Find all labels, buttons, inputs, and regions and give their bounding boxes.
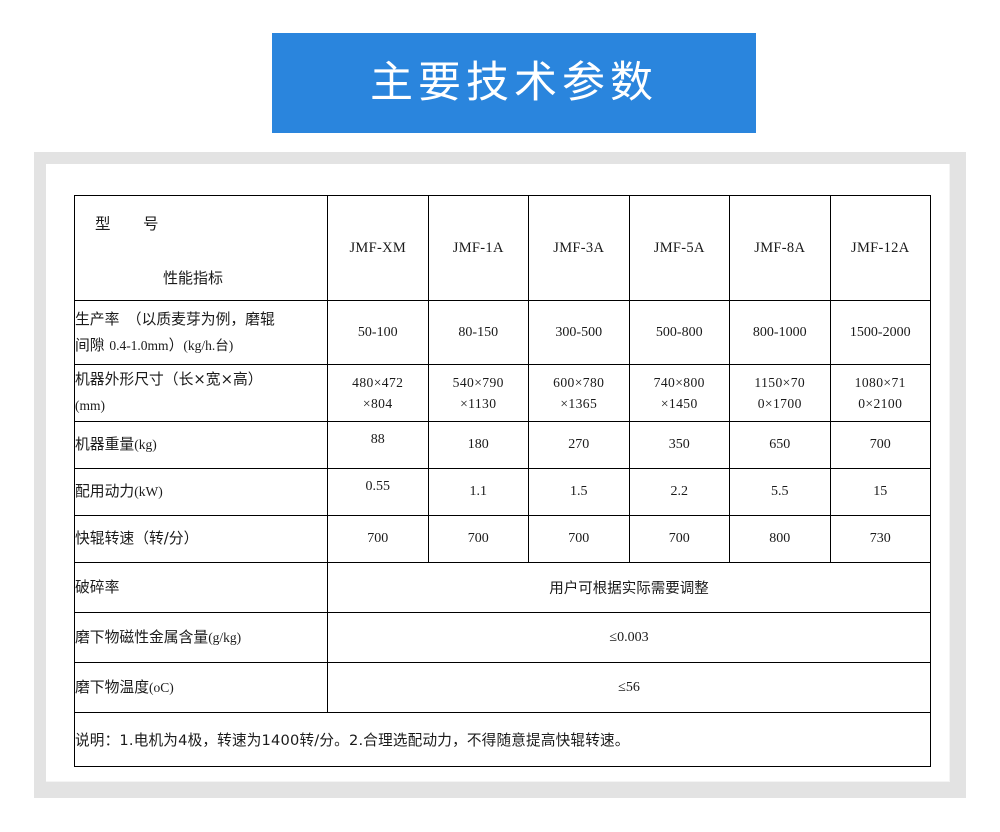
cell-production-rate-jmf-12a: 1500-2000 xyxy=(829,300,931,365)
dimensions-jmf-1a-a: 540×790 xyxy=(452,374,504,390)
spec-table-container: 型 号 性能指标 JMF-XM JMF-1A JMF-3A JMF-5A JMF… xyxy=(74,195,931,767)
row-label-roller-speed: 快辊转速（转/分） xyxy=(74,515,328,563)
page-title: 主要技术参数 xyxy=(370,57,658,108)
production-rate-line1: 生产率 （以质麦芽为例，磨辊 xyxy=(75,310,275,328)
cell-roller-speed-jmf-3a: 700 xyxy=(528,515,630,563)
dimensions-jmf-8a-b: 0×1700 xyxy=(757,396,802,411)
row-label-magnetic-metal: 磨下物磁性金属含量(g/kg) xyxy=(74,612,328,663)
cell-production-rate-jmf-3a: 300-500 xyxy=(528,300,630,365)
model-header-jmf-3a: JMF-3A xyxy=(528,195,630,301)
cell-dimensions-jmf-1a: 540×790 ×1130 xyxy=(427,364,529,422)
title-banner: 主要技术参数 xyxy=(272,33,756,133)
cell-dimensions-jmf-8a: 1150×70 0×1700 xyxy=(729,364,831,422)
cell-power-jmf-1a: 1.1 xyxy=(427,468,529,516)
cell-weight-jmf-12a: 700 xyxy=(829,421,931,469)
model-header-jmf-8a: JMF-8A xyxy=(729,195,831,301)
table-note-row: 说明：1.电机为4极，转速为1400转/分。2.合理选配动力，不得随意提高快辊转… xyxy=(74,712,931,767)
cell-production-rate-jmf-1a: 80-150 xyxy=(427,300,529,365)
cell-production-rate-jmf-xm: 50-100 xyxy=(327,300,429,365)
production-rate-gap: 0.4-1.0mm xyxy=(109,337,169,353)
dimensions-jmf-3a-a: 600×780 xyxy=(553,374,605,390)
temperature-unit: (oC) xyxy=(149,679,174,695)
dimensions-jmf-5a-a: 740×800 xyxy=(653,374,705,390)
row-label-temperature: 磨下物温度(oC) xyxy=(74,662,328,713)
table-note: 说明：1.电机为4极，转速为1400转/分。2.合理选配动力，不得随意提高快辊转… xyxy=(74,712,931,767)
table-row: 磨下物温度(oC) ≤56 xyxy=(74,662,931,713)
cell-power-jmf-3a: 1.5 xyxy=(528,468,630,516)
dimensions-jmf-5a-b: ×1450 xyxy=(660,396,698,411)
weight-unit: (kg) xyxy=(134,437,157,453)
corner-header-cell: 型 号 性能指标 xyxy=(74,195,328,301)
table-header-row: 型 号 性能指标 JMF-XM JMF-1A JMF-3A JMF-5A JMF… xyxy=(74,195,931,301)
cell-roller-speed-jmf-1a: 700 xyxy=(427,515,529,563)
cell-crush-rate-merged: 用户可根据实际需要调整 xyxy=(327,562,931,613)
power-unit: (kW) xyxy=(134,484,163,500)
cell-dimensions-jmf-3a: 600×780 ×1365 xyxy=(528,364,630,422)
magnetic-metal-label-cn: 磨下物磁性金属含量 xyxy=(75,628,209,646)
cell-roller-speed-jmf-xm: 700 xyxy=(327,515,429,563)
row-label-dimensions: 机器外形尺寸（长×宽×高） (mm) xyxy=(74,364,328,422)
cell-roller-speed-jmf-5a: 700 xyxy=(628,515,730,563)
cell-power-jmf-8a: 5.5 xyxy=(729,468,831,516)
dimensions-jmf-12a-a: 1080×71 xyxy=(854,374,906,390)
cell-magnetic-metal-merged: ≤0.003 xyxy=(327,612,931,663)
dimensions-jmf-12a-b: 0×2100 xyxy=(858,396,903,411)
cell-dimensions-jmf-xm: 480×472 ×804 xyxy=(327,364,429,422)
table-row: 机器外形尺寸（长×宽×高） (mm) 480×472 ×804 540×790 … xyxy=(74,364,931,422)
cell-weight-jmf-5a: 350 xyxy=(628,421,730,469)
title-banner-area: 主要技术参数 xyxy=(0,0,1000,150)
cell-dimensions-jmf-12a: 1080×71 0×2100 xyxy=(829,364,931,422)
cell-production-rate-jmf-5a: 500-800 xyxy=(628,300,730,365)
model-header-jmf-5a: JMF-5A xyxy=(628,195,730,301)
dimensions-line1: 机器外形尺寸（长×宽×高） xyxy=(75,371,263,389)
cell-production-rate-jmf-8a: 800-1000 xyxy=(729,300,831,365)
table-row: 生产率 （以质麦芽为例，磨辊 间隙 0.4-1.0mm）(kg/h.台) 50-… xyxy=(74,300,931,365)
row-label-power: 配用动力(kW) xyxy=(74,468,328,516)
cell-roller-speed-jmf-12a: 730 xyxy=(829,515,931,563)
cell-weight-jmf-8a: 650 xyxy=(729,421,831,469)
table-row: 快辊转速（转/分） 700 700 700 700 800 730 xyxy=(74,515,931,563)
row-label-crush-rate: 破碎率 xyxy=(74,562,328,613)
cell-weight-jmf-3a: 270 xyxy=(528,421,630,469)
dimensions-jmf-8a-a: 1150×70 xyxy=(754,374,806,390)
model-header-jmf-1a: JMF-1A xyxy=(427,195,529,301)
crush-rate-label-cn: 破碎率 xyxy=(75,578,120,596)
cell-weight-jmf-xm: 88 xyxy=(327,421,429,469)
power-label-cn: 配用动力 xyxy=(75,483,135,501)
table-row: 磨下物磁性金属含量(g/kg) ≤0.003 xyxy=(74,612,931,663)
model-header-jmf-xm: JMF-XM xyxy=(327,195,429,301)
temperature-label-cn: 磨下物温度 xyxy=(75,678,149,696)
production-rate-unit: (kg/h.台) xyxy=(183,337,234,353)
corner-header-top: 型 号 xyxy=(95,215,160,233)
roller-speed-label-cn: 快辊转速（转/分） xyxy=(75,530,199,548)
weight-label-cn: 机器重量 xyxy=(75,436,135,454)
dimensions-jmf-3a-b: ×1365 xyxy=(560,396,598,411)
production-rate-line2a: 间隙 xyxy=(75,336,110,354)
spec-table: 型 号 性能指标 JMF-XM JMF-1A JMF-3A JMF-5A JMF… xyxy=(74,195,931,767)
dimensions-jmf-xm-a: 480×472 xyxy=(352,374,404,390)
dimensions-jmf-xm-b: ×804 xyxy=(362,396,393,411)
cell-weight-jmf-1a: 180 xyxy=(427,421,529,469)
cell-dimensions-jmf-5a: 740×800 ×1450 xyxy=(628,364,730,422)
cell-power-jmf-5a: 2.2 xyxy=(628,468,730,516)
row-label-weight: 机器重量(kg) xyxy=(74,421,328,469)
dimensions-unit: (mm) xyxy=(75,398,105,413)
dimensions-jmf-1a-b: ×1130 xyxy=(460,396,497,411)
table-row: 破碎率 用户可根据实际需要调整 xyxy=(74,562,931,613)
model-header-jmf-12a: JMF-12A xyxy=(829,195,931,301)
cell-power-jmf-xm: 0.55 xyxy=(327,468,429,516)
magnetic-metal-unit: (g/kg) xyxy=(208,629,242,645)
corner-header-bottom: 性能指标 xyxy=(163,269,224,287)
table-row: 配用动力(kW) 0.55 1.1 1.5 2.2 5.5 15 xyxy=(74,468,931,516)
cell-temperature-merged: ≤56 xyxy=(327,662,931,713)
table-row: 机器重量(kg) 88 180 270 350 650 700 xyxy=(74,421,931,469)
cell-power-jmf-12a: 15 xyxy=(829,468,931,516)
cell-roller-speed-jmf-8a: 800 xyxy=(729,515,831,563)
production-rate-line2b: ） xyxy=(168,336,184,354)
row-label-production-rate: 生产率 （以质麦芽为例，磨辊 间隙 0.4-1.0mm）(kg/h.台) xyxy=(74,300,328,365)
